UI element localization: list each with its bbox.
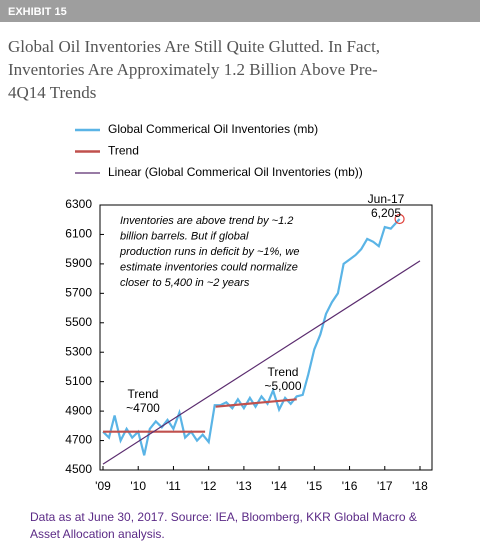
x-tick-label: '13 [236,479,252,493]
chart-title: Inventories Are Approximately 1.2 Billio… [8,60,378,79]
last-point-marker [394,213,405,225]
footer-note: Asset Allocation analysis. [30,527,165,541]
y-tick-label: 4700 [65,433,92,447]
chart-title: 4Q14 Trends [8,83,96,102]
x-tick-label: '10 [130,479,146,493]
annotation-note: production runs in deficit by ~1%, we [119,246,299,258]
annotation-trend: Trend [128,387,159,401]
x-tick-label: '11 [166,479,181,493]
header-bar [0,0,480,22]
header-label: EXHIBIT 15 [8,6,67,18]
annotation-note: Inventories are above trend by ~1.2 [120,215,293,227]
legend-label: Trend [108,144,139,158]
annotation-trend: ~4700 [126,401,160,415]
footer-note: Data as at June 30, 2017. Source: IEA, B… [30,510,417,524]
series-line [102,260,421,465]
annotation-note: billion barrels. But if global [120,230,249,242]
y-tick-label: 4500 [65,462,92,476]
x-tick-label: '14 [271,479,287,493]
annotation-value: 6,205 [371,206,401,220]
plot-frame [99,204,433,471]
y-tick-label: 5500 [65,315,92,329]
y-tick-label: 5900 [65,256,92,270]
y-tick-label: 6100 [65,227,92,241]
x-tick-label: '09 [95,479,111,493]
chart-title: Global Oil Inventories Are Still Quite G… [8,37,380,56]
legend-label: Linear (Global Commerical Oil Inventorie… [108,165,363,179]
legend-label: Global Commerical Oil Inventories (mb) [108,122,318,136]
y-tick-label: 5100 [65,374,92,388]
annotation-note: estimate inventories could normalize [120,261,298,273]
y-tick-label: 5700 [65,286,92,300]
x-tick-label: '17 [377,479,393,493]
annotation-trend: ~5,000 [264,379,301,393]
x-tick-label: '15 [307,479,323,493]
x-tick-label: '18 [412,479,428,493]
series-line [102,218,401,456]
y-tick-label: 4900 [65,403,92,417]
x-tick-label: '12 [201,479,217,493]
annotation-trend: Trend [268,365,299,379]
annotation-note: closer to 5,400 in ~2 years [120,277,250,289]
annotation-date: Jun-17 [368,192,405,206]
x-tick-label: '16 [342,479,358,493]
y-tick-label: 6300 [65,197,92,211]
y-tick-label: 5300 [65,344,92,358]
